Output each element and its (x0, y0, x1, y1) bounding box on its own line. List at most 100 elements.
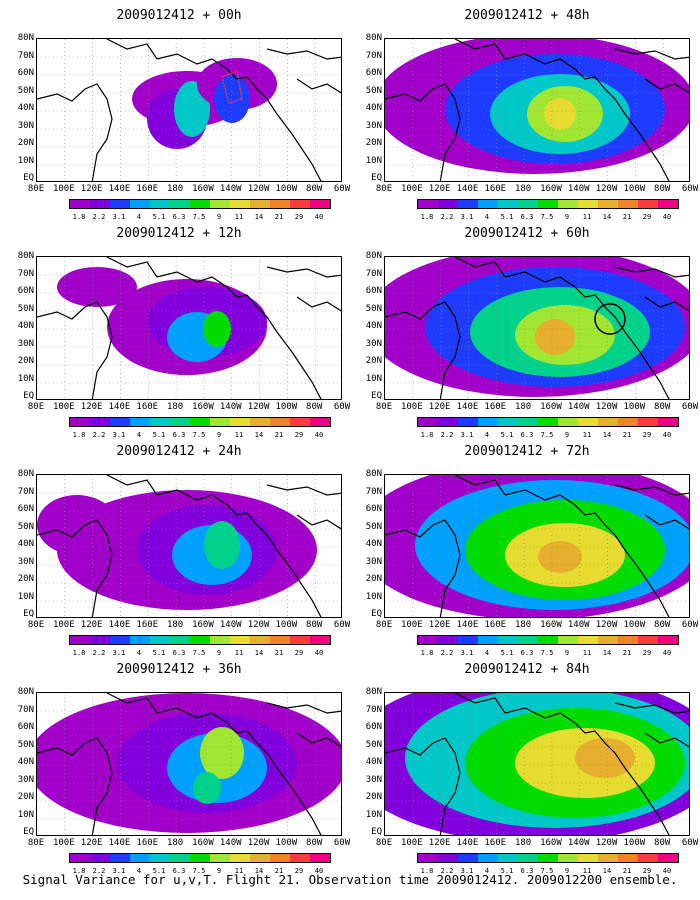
latitude-label: 40N (17, 321, 34, 331)
colorbar-swatch (418, 200, 438, 208)
longitude-label: 120E (80, 402, 103, 412)
longitude-label: 120E (428, 402, 451, 412)
colorbar-label: 7.5 (192, 867, 206, 875)
colorbar-swatch (478, 854, 498, 862)
longitude-label: 80W (654, 402, 671, 412)
longitude-label: 140E (108, 402, 131, 412)
longitude-label: 160E (136, 838, 159, 848)
colorbar-swatch (290, 636, 310, 644)
colorbar-swatch (210, 636, 230, 644)
panel-title: 2009012412 + 60h (464, 226, 590, 241)
panel-title: 2009012412 + 12h (116, 226, 242, 241)
colorbar-label: 29 (294, 867, 304, 875)
longitude-label: 100W (275, 838, 298, 848)
colorbar-swatch (638, 418, 658, 426)
colorbar-swatch (498, 200, 518, 208)
map-panel: 2009012412 + 36h 80N 70N 60N 50N 40N 30N 20N 10N… (14, 662, 350, 880)
colorbar-swatch (458, 636, 478, 644)
latitude-label: 20N (365, 792, 382, 802)
longitude-label: 120W (247, 184, 270, 194)
longitude-label: 100E (52, 184, 75, 194)
map-panel: 2009012412 + 48h 80N 70N 60N 50N 40N 30N 20N 10N… (362, 8, 698, 226)
coastline (296, 514, 341, 530)
variance-map (36, 256, 342, 400)
colorbar-swatch (578, 418, 598, 426)
longitude-label: 140W (219, 402, 242, 412)
colorbar-swatch (658, 636, 678, 644)
colorbar-swatch (478, 200, 498, 208)
variance-contour (200, 727, 244, 779)
colorbar-label: 14 (602, 431, 612, 439)
colorbar-label: 4 (136, 431, 142, 439)
longitude-label: 60W (681, 184, 699, 194)
colorbar-swatch (170, 854, 190, 862)
latitude-label: 10N (17, 809, 34, 820)
colorbar-label: 5.1 (152, 867, 166, 875)
panel-title: 2009012412 + 00h (116, 8, 242, 23)
colorbar-swatch (418, 636, 438, 644)
colorbar-swatch (310, 418, 330, 426)
latitude-label: EQ (23, 391, 34, 401)
latitude-label: 70N (365, 268, 382, 279)
latitude-label: 20N (17, 138, 34, 148)
colorbar-swatch (618, 418, 638, 426)
colorbar-swatch (458, 418, 478, 426)
longitude-label: 100W (623, 620, 646, 630)
coastline (156, 489, 322, 617)
latitude-label: 70N (365, 486, 382, 497)
colorbar-label: 9 (564, 213, 570, 221)
colorbar-label: 3.1 (460, 649, 474, 657)
variance-map (384, 38, 690, 182)
colorbar-label: 3.1 (112, 867, 126, 875)
colorbar-label: 14 (602, 213, 612, 221)
colorbar-label: 9 (216, 431, 222, 439)
colorbar-labels: 1.8 2.2 3.1 4 5.1 6.3 7.5 9 11 14 21 29 40 (417, 867, 679, 877)
colorbar-swatch (658, 854, 678, 862)
panel-title: 2009012412 + 36h (116, 662, 242, 677)
colorbar-swatch (638, 200, 658, 208)
colorbar-swatch (190, 636, 210, 644)
colorbar-label: 5.1 (500, 867, 514, 875)
colorbar-swatch (290, 200, 310, 208)
colorbar-swatch (270, 636, 290, 644)
colorbar-swatch (558, 418, 578, 426)
variance-contour (538, 541, 582, 573)
variance-map (384, 256, 690, 400)
longitude-label: 160W (192, 402, 214, 412)
colorbar-swatch (170, 200, 190, 208)
colorbar-label: 2.2 (440, 649, 454, 657)
colorbar-label: 11 (234, 867, 244, 875)
latitude-label: 30N (17, 774, 34, 785)
colorbar-swatch (90, 200, 110, 208)
colorbar-label: 29 (294, 213, 304, 221)
colorbar-swatch (270, 418, 290, 426)
longitude-label: 120E (80, 184, 103, 194)
colorbar-label: 14 (602, 649, 612, 657)
colorbar-swatch (110, 200, 130, 208)
longitude-label: 80W (654, 620, 671, 630)
colorbar-label: 21 (622, 213, 632, 221)
colorbar-label: 2.2 (92, 431, 106, 439)
colorbar-label: 2.2 (92, 867, 106, 875)
colorbar-swatch (618, 200, 638, 208)
colorbar-swatch (70, 418, 90, 426)
colorbar-swatch (598, 636, 618, 644)
longitude-label: 140E (456, 402, 479, 412)
longitude-label: 100W (623, 184, 646, 194)
longitude-label: 180 (166, 838, 184, 848)
colorbar-label: 21 (274, 431, 284, 439)
latitude-label: 30N (365, 774, 382, 785)
colorbar-label: 6.3 (172, 431, 186, 439)
longitude-label: 60W (681, 620, 699, 630)
longitude-label: 80W (306, 184, 323, 194)
variance-contour (204, 521, 240, 569)
latitude-label: EQ (371, 827, 382, 837)
colorbar-label: 11 (582, 213, 592, 221)
colorbar-label: 4 (484, 213, 490, 221)
colorbar-label: 14 (254, 213, 264, 221)
variance-contour (37, 495, 117, 555)
latitude-label: 80N (17, 251, 34, 261)
latitude-label: 70N (17, 268, 34, 279)
latitude-label: 60N (17, 68, 34, 78)
colorbar-swatch (150, 854, 170, 862)
